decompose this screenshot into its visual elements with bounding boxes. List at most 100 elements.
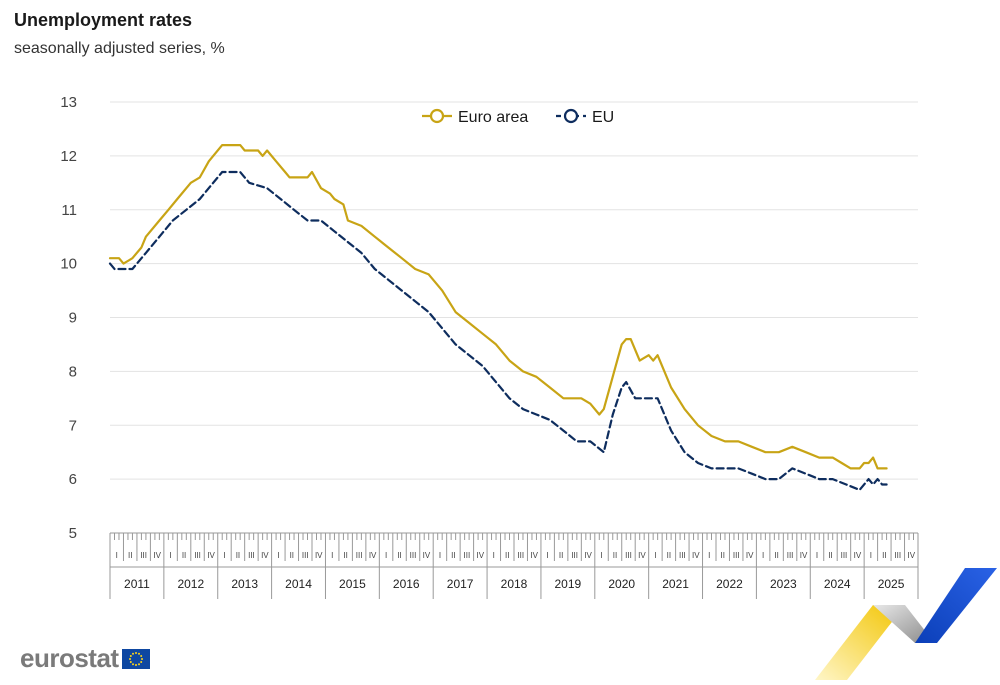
x-quarter-label: IV — [800, 551, 808, 560]
x-quarter-label: I — [816, 551, 818, 560]
x-quarter-label: III — [248, 551, 255, 560]
x-quarter-label: II — [613, 551, 617, 560]
x-quarter-label: II — [721, 551, 725, 560]
x-quarter-label: III — [140, 551, 147, 560]
y-tick-label: 11 — [61, 202, 77, 219]
x-quarter-label: IV — [261, 551, 269, 560]
x-quarter-label: II — [882, 551, 886, 560]
x-quarter-label: III — [302, 551, 309, 560]
decorative-ribbon-icon — [815, 568, 997, 680]
x-quarter-label: III — [356, 551, 363, 560]
y-tick-label: 5 — [69, 525, 77, 542]
x-year-label: 2022 — [716, 577, 743, 591]
x-quarter-label: III — [679, 551, 686, 560]
y-tick-label: 12 — [60, 148, 77, 165]
series-line-euro-area — [108, 144, 888, 470]
x-quarter-label: IV — [907, 551, 915, 560]
x-quarter-label: I — [223, 551, 225, 560]
x-year-label: 2013 — [231, 577, 258, 591]
chart-title: Unemployment rates — [14, 10, 193, 30]
x-quarter-label: I — [600, 551, 602, 560]
x-quarter-label: I — [277, 551, 279, 560]
x-quarter-label: III — [733, 551, 740, 560]
x-quarter-label: II — [505, 551, 509, 560]
x-year-label: 2018 — [501, 577, 528, 591]
x-quarter-label: III — [517, 551, 524, 560]
series-line-eu — [108, 170, 888, 491]
legend-label: Euro area — [458, 109, 528, 126]
x-quarter-label: IV — [207, 551, 215, 560]
y-tick-label: 8 — [69, 363, 77, 380]
x-year-label: 2012 — [177, 577, 204, 591]
x-quarter-label: II — [182, 551, 186, 560]
chart-subtitle: seasonally adjusted series, % — [14, 40, 225, 57]
x-quarter-label: I — [439, 551, 441, 560]
x-quarter-label: I — [116, 551, 118, 560]
x-quarter-label: I — [169, 551, 171, 560]
x-quarter-label: IV — [477, 551, 485, 560]
x-quarter-label: III — [464, 551, 471, 560]
logo-text: eurostat — [20, 643, 119, 673]
x-quarter-label: II — [667, 551, 671, 560]
x-quarter-label: II — [451, 551, 455, 560]
x-quarter-label: I — [762, 551, 764, 560]
legend-item-eu[interactable]: EU — [556, 108, 614, 126]
x-year-label: 2016 — [393, 577, 420, 591]
x-quarter-label: II — [828, 551, 832, 560]
x-quarter-label: I — [385, 551, 387, 560]
x-quarter-label: IV — [854, 551, 862, 560]
x-quarter-label: IV — [315, 551, 323, 560]
x-quarter-label: I — [708, 551, 710, 560]
x-quarter-label: II — [774, 551, 778, 560]
legend-marker-icon — [429, 108, 445, 124]
x-year-label: 2017 — [447, 577, 474, 591]
x-year-label: 2014 — [285, 577, 312, 591]
x-quarter-label: I — [493, 551, 495, 560]
x-quarter-label: II — [559, 551, 563, 560]
x-quarter-label: III — [571, 551, 578, 560]
x-quarter-label: IV — [746, 551, 754, 560]
x-year-label: 2019 — [555, 577, 582, 591]
x-quarter-label: I — [547, 551, 549, 560]
y-tick-label: 7 — [69, 417, 77, 434]
x-year-label: 2011 — [124, 577, 150, 591]
x-year-label: 2020 — [608, 577, 635, 591]
y-tick-label: 9 — [69, 310, 77, 327]
x-year-label: 2021 — [662, 577, 689, 591]
y-axis: 5 6 7 8 9 10 11 12 13 — [60, 94, 77, 542]
eu-flag-icon — [121, 648, 150, 669]
x-quarter-label: III — [625, 551, 632, 560]
y-tick-label: 6 — [69, 471, 77, 488]
y-tick-label: 10 — [60, 256, 77, 273]
x-quarter-label: III — [841, 551, 848, 560]
x-quarter-label: III — [410, 551, 417, 560]
x-year-label: 2025 — [878, 577, 905, 591]
x-quarter-label: II — [236, 551, 240, 560]
x-year-label: 2015 — [339, 577, 366, 591]
legend-item-euro-area[interactable]: Euro area — [422, 108, 528, 126]
x-quarter-label: III — [787, 551, 794, 560]
x-quarter-label: I — [654, 551, 656, 560]
x-quarter-label: IV — [530, 551, 538, 560]
y-tick-label: 13 — [60, 94, 77, 111]
legend-label: EU — [592, 109, 614, 126]
series-lines — [108, 144, 888, 491]
legend[interactable]: Euro area EU — [422, 108, 614, 126]
x-quarter-label: IV — [692, 551, 700, 560]
x-quarter-label: I — [870, 551, 872, 560]
x-quarter-label: IV — [584, 551, 592, 560]
x-quarter-label: II — [290, 551, 294, 560]
eurostat-logo: eurostat — [20, 643, 150, 674]
x-quarter-label: IV — [153, 551, 161, 560]
x-quarter-label: III — [194, 551, 201, 560]
x-quarter-label: IV — [423, 551, 431, 560]
x-quarter-label: II — [128, 551, 132, 560]
x-quarter-label: III — [894, 551, 901, 560]
legend-marker-icon — [563, 108, 579, 124]
x-quarter-label: II — [343, 551, 347, 560]
grid-lines — [110, 101, 918, 480]
x-quarter-label: II — [397, 551, 401, 560]
x-quarter-label: IV — [638, 551, 646, 560]
